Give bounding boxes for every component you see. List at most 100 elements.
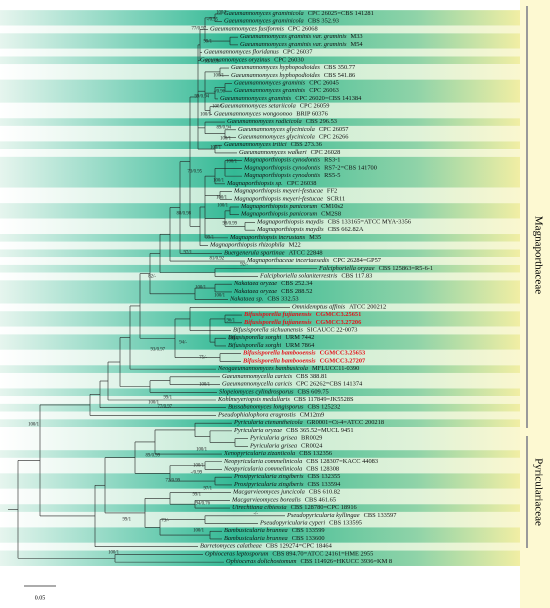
taxon-name: Nakataea oryzae bbox=[233, 288, 277, 295]
strain: BRIP 60376 bbox=[296, 111, 328, 118]
taxon-label: Proxipyricularia zingiberis CBS 132355 bbox=[233, 474, 340, 481]
clade-band bbox=[0, 102, 520, 119]
taxon-name: Gaeumannomyces graminicola bbox=[224, 10, 304, 17]
strain: CBS 117.83 bbox=[341, 273, 372, 280]
strain: CBS 125232 bbox=[307, 404, 340, 411]
taxon-name: Gaeumannomyces fusiformis bbox=[210, 26, 285, 33]
taxon-label: Neopyricularia commelinicola CBS 128308 bbox=[223, 466, 339, 473]
taxon-label: Magnaporthiopsis meyeri-festucae SCR11 bbox=[233, 196, 345, 203]
taxon-label: Pyricularia oryzae CBS 365.52=MUCL 9451 bbox=[233, 427, 354, 434]
strain: RS7-2=CBS 141700 bbox=[324, 165, 377, 172]
family-column bbox=[520, 0, 550, 608]
taxon-name: Magnaporthiopsis cynodontis bbox=[243, 165, 321, 172]
strain: CBS 461.65 bbox=[305, 497, 336, 504]
strain: CM10s2 bbox=[321, 203, 343, 210]
taxon-label: Magnaporthiopsis cynodontis RS3-1 bbox=[243, 157, 341, 164]
support-value: 99/1 bbox=[192, 493, 201, 498]
taxon-name: Falciphoriella solaniterrestris bbox=[259, 273, 338, 280]
clade-band bbox=[0, 388, 520, 397]
taxon-label: Magnaporthiopsis maydis CBS 133165=ATCC M… bbox=[256, 219, 411, 226]
taxon-name: Magnaporthiopsis meyeri-festucae bbox=[233, 188, 323, 195]
support-value: 99/1 bbox=[122, 518, 131, 523]
strain: CBS 125863=R5-6-1 bbox=[379, 265, 434, 272]
taxon-label: Gaeumannomyces graminis CPC 26020=CBS 141… bbox=[220, 95, 362, 102]
taxon-name: Pyricularia oryzae bbox=[233, 427, 282, 434]
taxon-name: Omnidemptus affinis bbox=[292, 304, 346, 311]
strain: CM2S8 bbox=[321, 211, 341, 218]
support-value: 100/1 bbox=[220, 137, 232, 142]
clade-band bbox=[0, 527, 520, 543]
clade-band bbox=[0, 326, 520, 335]
clade-band bbox=[0, 203, 520, 219]
support-value: 100/1 bbox=[217, 204, 229, 209]
clade-band bbox=[0, 118, 520, 126]
taxon-name: Pseudopyricularia cyperi bbox=[259, 520, 325, 527]
support-value: 100/1 bbox=[213, 179, 225, 184]
taxon-name: Gaeumannomyces oryzinus bbox=[200, 57, 271, 64]
support-value: 97/1 bbox=[183, 251, 192, 256]
taxon-label: Barretomyces calatheae CBS 129274=CPC 184… bbox=[200, 543, 333, 550]
clade-band bbox=[0, 419, 520, 428]
taxon-name: Kohlmeyeriopsis medullaris bbox=[217, 396, 290, 403]
taxon-name: Bifusisporella bambooensis bbox=[242, 358, 316, 365]
strain: CBS 352.93 bbox=[308, 18, 339, 25]
strain: CBS 133594 bbox=[308, 481, 342, 488]
taxon-label: Neogaeumannomyces bambusicola MFLUCC11-03… bbox=[217, 366, 359, 373]
taxon-label: Neopyricularia commelinicola CBS 128307=K… bbox=[223, 458, 378, 465]
taxon-label: Gaeumannomyces hyphopodioides CBS 541.86 bbox=[231, 72, 355, 79]
clade-band bbox=[0, 450, 520, 458]
tree-branches bbox=[8, 13, 317, 563]
strain: M33 bbox=[351, 34, 363, 41]
strain: CPC 26057 bbox=[319, 126, 349, 133]
taxon-label: Gaeumannomyces graminis var. graminis M33 bbox=[240, 34, 363, 41]
taxon-label: Omnidemptus affinis ATCC 200212 bbox=[292, 304, 386, 311]
taxon-name: Magnaporthiopsis cynodontis bbox=[243, 157, 321, 164]
taxon-label: Gaeumannomyces radicicola CBS 296.53 bbox=[227, 119, 337, 126]
taxon-label: Gaeumannomycella caricis CBS 388.81 bbox=[222, 373, 327, 380]
support-value: 88/0.98 bbox=[176, 212, 191, 217]
clade-band bbox=[0, 141, 520, 150]
clade-band bbox=[0, 427, 520, 451]
family-label: Magnaporthaceae bbox=[532, 216, 544, 294]
taxon-name: Bifusisporella sorghi bbox=[228, 342, 282, 349]
taxon-label: Magnaporthiopsis sp. CPC 26038 bbox=[226, 180, 316, 187]
taxon-name: Utrechtiana cibiessia bbox=[232, 505, 287, 512]
taxon-label: Gaeumannomyces graminicola CPC 26025=CBS … bbox=[224, 10, 374, 17]
taxon-label: Gaeumannomyces walkeri CPC 26028 bbox=[239, 149, 340, 156]
taxon-name: Bifusisporella fujianensis bbox=[243, 319, 312, 326]
taxon-label: Falciphoriella oryzae CBS 125863=R5-6-1 bbox=[318, 265, 433, 272]
support-value: 75/- bbox=[199, 356, 207, 361]
taxon-label: Bifusisporella sorghi URM 7442 bbox=[228, 335, 314, 342]
strain: SCR11 bbox=[327, 196, 345, 203]
taxon-label: Gaeumannomyces graminis CPC 26063 bbox=[234, 88, 339, 95]
taxon-name: Buergenerula spartinae bbox=[224, 250, 285, 257]
strain: CBS 133597 bbox=[364, 512, 398, 519]
taxon-label: Bambusicularia brunnea CBS 133599 bbox=[224, 528, 325, 535]
taxon-name: Gaeumannomyces glycinicola bbox=[238, 126, 315, 133]
taxon-name: Gaeumannomyces tritici bbox=[224, 142, 287, 149]
taxon-name: Pyricularia grisea bbox=[249, 435, 297, 442]
taxon-label: Bifusisporella fujianensis CGMCC3.25651 bbox=[243, 312, 361, 319]
taxon-label: Bifusisporella fujianensis CGMCC3.27206 bbox=[243, 319, 362, 326]
taxon-name: Nakataea sp. bbox=[229, 296, 264, 303]
taxon-label: Pseudopyricularia kyllingae CBS 133597 bbox=[286, 512, 397, 519]
strain: CBS 388.81 bbox=[296, 373, 327, 380]
support-value: 77/0.97 bbox=[157, 405, 172, 410]
clade-band bbox=[0, 48, 520, 57]
taxon-name: Neogaeumannomyces bambusicola bbox=[217, 366, 308, 373]
taxon-label: Kohlmeyeriopsis medullaris CBS 117849=JK5… bbox=[217, 396, 354, 403]
taxon-label: Pseudopyricularia cyperi CBS 133595 bbox=[259, 520, 362, 527]
clade-band bbox=[0, 249, 520, 258]
clade-band bbox=[0, 218, 520, 235]
support-value: 99/1 bbox=[163, 396, 172, 401]
taxon-name: Ophioceras dolichostomum bbox=[226, 559, 297, 566]
strain: CBS 365.52=MUCL 9451 bbox=[286, 427, 353, 434]
support-value: -/0.95 bbox=[207, 18, 219, 23]
taxon-label: Magnaporthaceae incertaesedis CPC 26284=G… bbox=[246, 258, 382, 265]
clade-band bbox=[0, 64, 520, 80]
taxon-label: Gaeumannomyces glycinicola CPC 26057 bbox=[238, 126, 349, 133]
support-value: -/0.96 bbox=[214, 90, 226, 95]
taxon-label: Gaeumannomyces hyphopodioides CBS 350.77 bbox=[231, 65, 356, 72]
taxon-name: Magnaporthiopsis panicorum bbox=[240, 211, 318, 218]
strain: CGMCC3.27207 bbox=[320, 358, 366, 365]
